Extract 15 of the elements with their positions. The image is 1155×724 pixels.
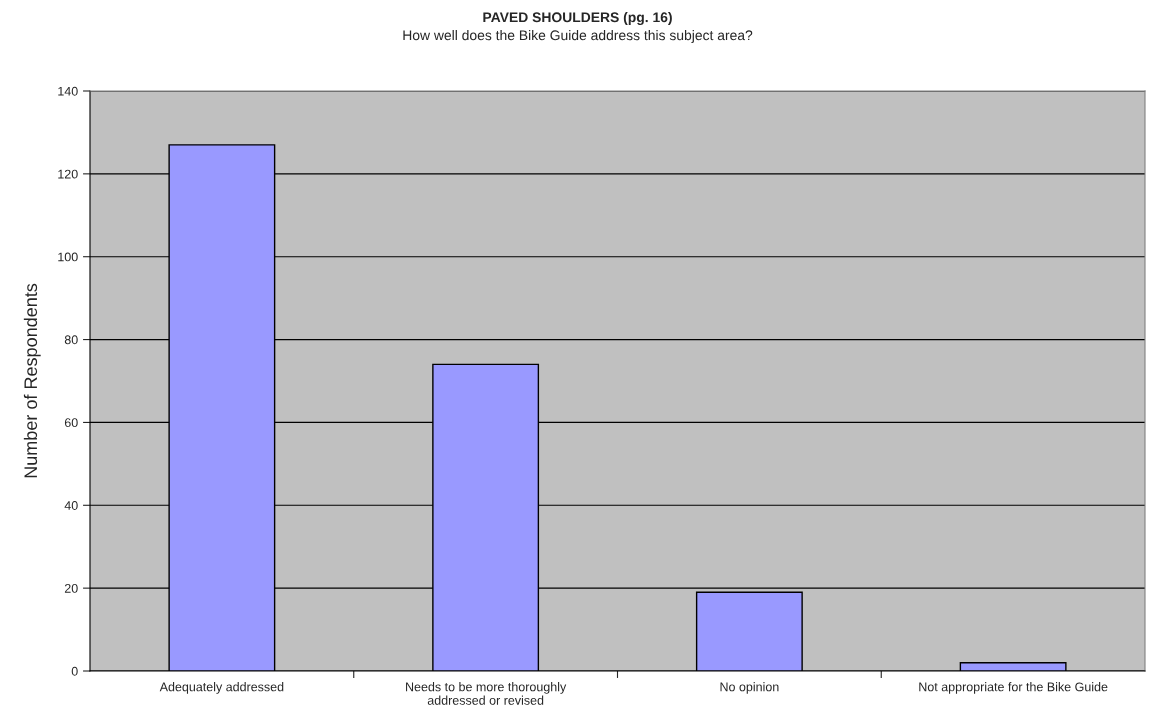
x-tick-label: Adequately addressed [159,682,284,694]
y-tick-label: 80 [64,335,78,345]
chart-subtitle: How well does the Bike Guide address this subject area? [403,30,753,43]
y-tick-label: 100 [58,252,78,262]
y-tick-label: 0 [71,666,78,676]
x-tick-label: No opinion [720,682,779,694]
x-tick-label: Not appropriate for the Bike Guide [919,682,1108,694]
y-tick-label: 20 [64,583,78,593]
y-tick-label: 140 [58,86,78,96]
y-tick-label: 60 [64,418,78,428]
chart-title: PAVED SHOULDERS (pg. 16) [483,12,672,26]
y-axis-title: Number of Respondents [23,283,41,478]
y-tick-label: 40 [64,501,78,510]
x-tick-label: Needs to be more thoroughly addressed or revised [406,682,567,705]
y-tick-label: 120 [58,169,78,179]
